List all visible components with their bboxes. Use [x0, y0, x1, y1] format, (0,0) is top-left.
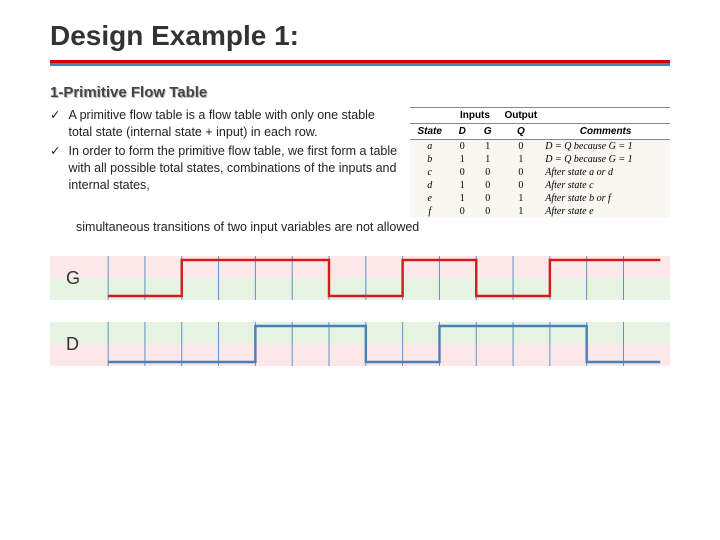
table-row: c000After state a or d: [410, 166, 670, 179]
table-cell: After state e: [541, 205, 670, 218]
table-cell: 1: [500, 205, 541, 218]
timing-row: G: [50, 256, 670, 300]
timing-diagram: GD: [50, 256, 670, 366]
bullet-item: ✓A primitive flow table is a flow table …: [50, 107, 398, 141]
table-row: f001After state e: [410, 205, 670, 218]
table-cell: 1: [449, 192, 474, 205]
table-cell: c: [410, 166, 449, 179]
table-cell: 0: [500, 166, 541, 179]
bullet-text: A primitive flow table is a flow table w…: [68, 107, 398, 141]
table-row: d100After state c: [410, 179, 670, 192]
check-icon: ✓: [50, 107, 60, 141]
table-header: D: [449, 124, 474, 140]
table-row: e101After state b or f: [410, 192, 670, 205]
table-cell: f: [410, 205, 449, 218]
table-row: a010D = Q because G = 1: [410, 140, 670, 154]
table-cell: 0: [475, 205, 501, 218]
table-header: G: [475, 124, 501, 140]
table-cell: 1: [449, 179, 474, 192]
table-cell: b: [410, 153, 449, 166]
table-header: State: [410, 124, 449, 140]
table-cell: 0: [475, 179, 501, 192]
table-header: Q: [500, 124, 541, 140]
table-cell: After state a or d: [541, 166, 670, 179]
table-cell: 1: [500, 192, 541, 205]
table-header: Comments: [541, 124, 670, 140]
table-cell: 0: [449, 166, 474, 179]
table-cell: e: [410, 192, 449, 205]
table-cell: D = Q because G = 1: [541, 140, 670, 154]
table-cell: 0: [475, 166, 501, 179]
timing-signal: [108, 326, 660, 362]
timing-row: D: [50, 322, 670, 366]
table-cell: d: [410, 179, 449, 192]
title-underline: [50, 60, 670, 66]
timing-signal: [108, 260, 660, 296]
bullet-list: ✓A primitive flow table is a flow table …: [50, 107, 398, 218]
subtitle-text: 1-Primitive Flow Table: [50, 84, 207, 101]
table-cell: 0: [500, 179, 541, 192]
table-cell: 0: [475, 192, 501, 205]
table-cell: 1: [475, 140, 501, 154]
state-table: InputsOutputStateDGQCommentsa010D = Q be…: [410, 107, 670, 218]
table-cell: After state c: [541, 179, 670, 192]
table-row: b111D = Q because G = 1: [410, 153, 670, 166]
table-cell: 1: [449, 153, 474, 166]
timing-svg: [50, 322, 670, 366]
content-row: ✓A primitive flow table is a flow table …: [50, 107, 670, 218]
section-subtitle: 1-Primitive Flow Table 1-Primitive Flow …: [50, 84, 670, 101]
blue-rule: [50, 63, 670, 66]
state-table-wrap: InputsOutputStateDGQCommentsa010D = Q be…: [410, 107, 670, 218]
table-cell: 0: [500, 140, 541, 154]
bullet-text: In order to form the primitive flow tabl…: [68, 143, 398, 194]
table-cell: After state b or f: [541, 192, 670, 205]
timing-svg: [50, 256, 670, 300]
table-cell: a: [410, 140, 449, 154]
bullet-item: ✓In order to form the primitive flow tab…: [50, 143, 398, 194]
table-cell: 1: [475, 153, 501, 166]
table-cell: D = Q because G = 1: [541, 153, 670, 166]
overflow-line: simultaneous transitions of two input va…: [50, 220, 670, 234]
page-title: Design Example 1:: [50, 20, 670, 52]
table-cell: 1: [500, 153, 541, 166]
table-cell: 0: [449, 140, 474, 154]
check-icon: ✓: [50, 143, 60, 194]
table-cell: 0: [449, 205, 474, 218]
